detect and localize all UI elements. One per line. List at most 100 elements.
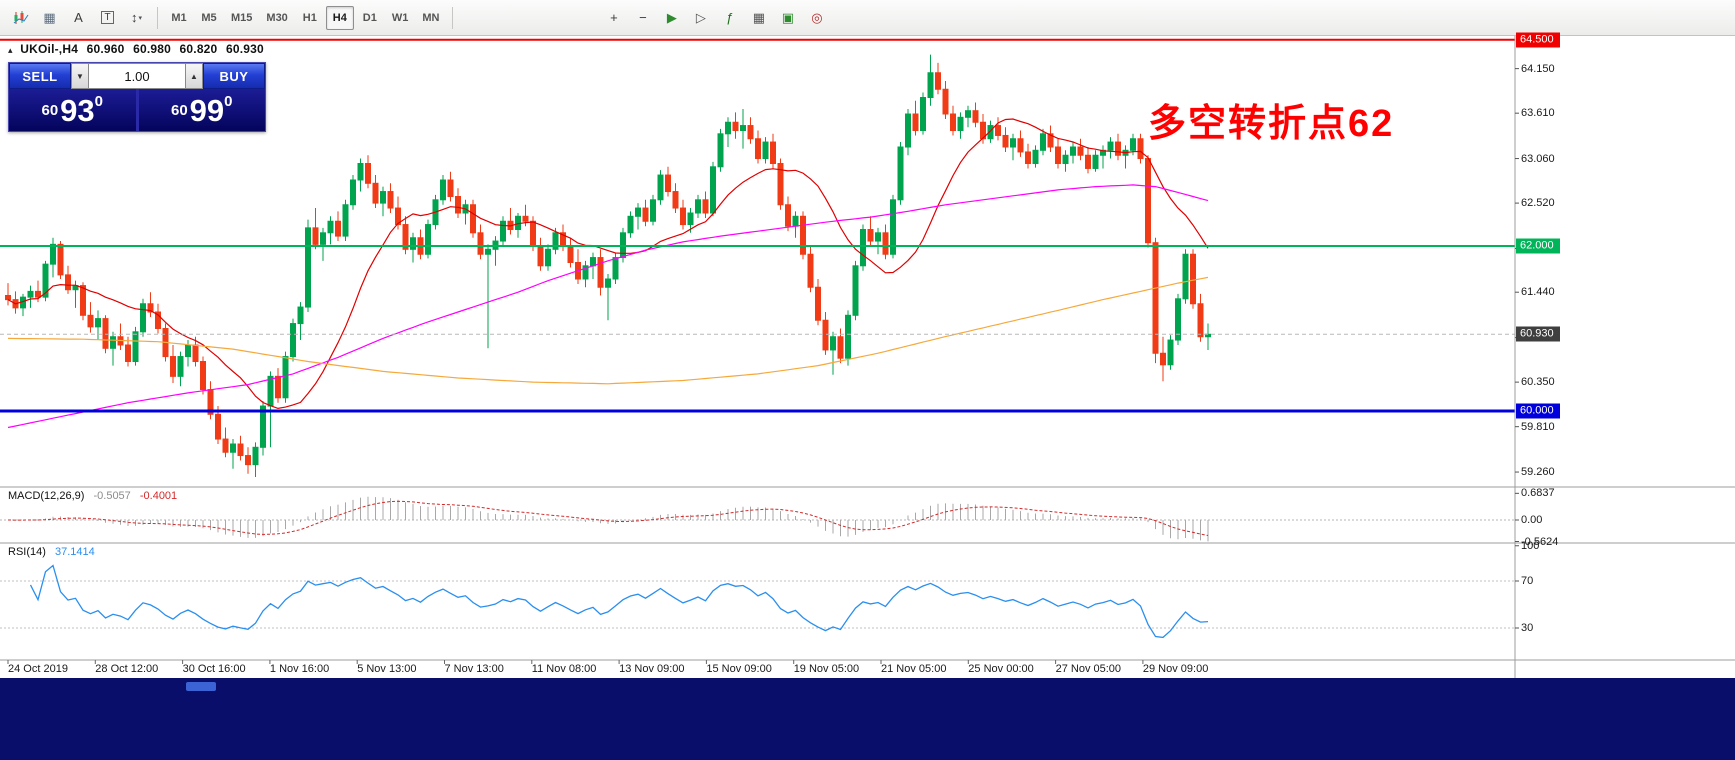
candle-body	[582, 265, 589, 280]
candle-body	[1167, 339, 1174, 366]
macd-tick-label: 0.6837	[1521, 487, 1555, 500]
time-tick-label: 25 Nov 00:00	[968, 663, 1034, 675]
indicators-icon[interactable]: ƒ	[716, 5, 743, 31]
rsi-tick-label: 30	[1521, 622, 1534, 634]
ma-fast-line	[7, 118, 1209, 410]
candle-body	[177, 356, 184, 377]
auto-scroll-icon[interactable]: ▶	[658, 5, 685, 31]
tile-windows-icon-glyph: ▣	[781, 9, 795, 25]
time-tick-label: 28 Oct 12:00	[95, 663, 159, 675]
candle-body	[425, 224, 431, 255]
candle-body	[942, 88, 949, 115]
zoom-out-icon[interactable]: −	[629, 5, 656, 31]
zoom-in-icon[interactable]: +	[600, 5, 627, 31]
bottom-bar-button[interactable]	[186, 682, 216, 691]
candle-body	[335, 220, 341, 237]
candle-body	[185, 344, 191, 358]
time-tick-label: 29 Nov 09:00	[1142, 663, 1209, 675]
timeframe-button-M30[interactable]: M30	[266, 11, 288, 24]
sell-price-display[interactable]: 60 93 0	[9, 89, 136, 131]
sell-button[interactable]: SELL	[9, 63, 71, 89]
volume-decrease-button[interactable]: ▼	[71, 63, 89, 89]
candle-body	[732, 121, 739, 131]
price-tick-label: 59.260	[1521, 466, 1555, 479]
timeframe-button-M5[interactable]: M5	[201, 11, 217, 24]
text-box-icon[interactable]: T	[94, 5, 121, 31]
candle-body	[215, 413, 221, 440]
one-click-trading-panel: SELL ▼ 1.00 ▲ BUY 60 93 0 60 99 0	[8, 62, 266, 132]
candle-body	[965, 110, 971, 118]
new-order-icon[interactable]: ◎	[803, 5, 830, 31]
cursor-mode-icon[interactable]: ↕ ▾	[123, 5, 150, 31]
candle-body	[147, 303, 154, 313]
ohlc-high: 60.980	[133, 42, 171, 56]
trade-panel-toggle-icon[interactable]: ▴	[8, 45, 13, 55]
time-tick-label: 1 Nov 16:00	[269, 663, 330, 675]
zoom-out-icon-glyph: −	[639, 10, 647, 25]
candle-body	[132, 331, 139, 362]
timeframe-button-D1[interactable]: D1	[362, 11, 377, 24]
time-tick-label: 13 Nov 09:00	[619, 663, 685, 675]
time-tick-label: 27 Nov 05:00	[1055, 663, 1122, 675]
candle-body	[995, 125, 1001, 136]
candle-body	[957, 116, 964, 132]
chart-shift-icon[interactable]: ▷	[687, 5, 714, 31]
candle-body	[762, 141, 769, 160]
toolbar-separator	[157, 6, 158, 29]
candle-body	[485, 248, 491, 255]
buy-price-display[interactable]: 60 99 0	[138, 89, 265, 131]
candle-body	[402, 224, 409, 250]
timeframe-button-M15[interactable]: M15	[231, 11, 253, 24]
candle-body	[755, 138, 761, 160]
candle-body	[1160, 352, 1166, 366]
candle-body	[935, 72, 941, 90]
candle-body	[447, 179, 454, 197]
templates-icon[interactable]: ▦	[745, 5, 772, 31]
candle-body	[680, 207, 686, 226]
candle-body	[230, 443, 236, 453]
toolbar-separator	[452, 6, 454, 29]
candle-body	[627, 215, 634, 234]
candle-body	[200, 361, 206, 391]
time-tick-label: 5 Nov 13:00	[357, 663, 417, 675]
candle-body	[905, 113, 911, 148]
timeframe-button-MN[interactable]: MN	[422, 11, 440, 24]
candle-body	[860, 229, 866, 267]
time-tick-label: 7 Nov 13:00	[444, 663, 504, 675]
chart-symbol-label: UKOil-,H4	[20, 42, 79, 56]
timeframe-button-H1[interactable]: H1	[302, 11, 317, 24]
buy-button[interactable]: BUY	[203, 63, 265, 89]
timeframe-button-W1[interactable]: W1	[391, 11, 409, 24]
candle-body	[597, 257, 604, 288]
candle-body	[807, 253, 814, 288]
time-tick-label: 21 Nov 05:00	[881, 663, 947, 675]
candle-body	[1040, 133, 1046, 151]
timeframe-button-M1[interactable]: M1	[171, 11, 187, 24]
timeframe-button-H4[interactable]: H4	[325, 5, 354, 30]
macd-indicator-label: MACD(12,26,9) -0.5057 -0.4001	[8, 490, 178, 502]
candle-body	[57, 243, 64, 276]
candle-body	[50, 243, 56, 265]
volume-input[interactable]: 1.00	[89, 63, 185, 89]
rsi-line	[29, 564, 1209, 639]
candle-body	[545, 248, 551, 267]
candle-body	[1137, 138, 1144, 160]
candle-body	[275, 375, 281, 399]
candle-body	[380, 191, 386, 204]
text-label-icon[interactable]: A	[65, 5, 92, 31]
candle-body	[357, 163, 364, 181]
grid-icon[interactable]: ▦	[36, 5, 63, 31]
candle-body	[815, 286, 821, 321]
candle-body	[320, 232, 326, 245]
indicators-icon-glyph: ƒ	[726, 10, 734, 25]
candle-body	[350, 179, 356, 206]
candle-body	[927, 72, 934, 98]
candle-body	[5, 295, 11, 301]
tile-windows-icon[interactable]: ▣	[774, 5, 801, 31]
chart-window-icon[interactable]	[7, 5, 34, 31]
buy-price-small: 60	[170, 101, 188, 119]
auto-scroll-icon-glyph: ▶	[666, 9, 677, 25]
ohlc-close: 60.930	[225, 42, 264, 56]
volume-increase-button[interactable]: ▲	[185, 63, 203, 89]
